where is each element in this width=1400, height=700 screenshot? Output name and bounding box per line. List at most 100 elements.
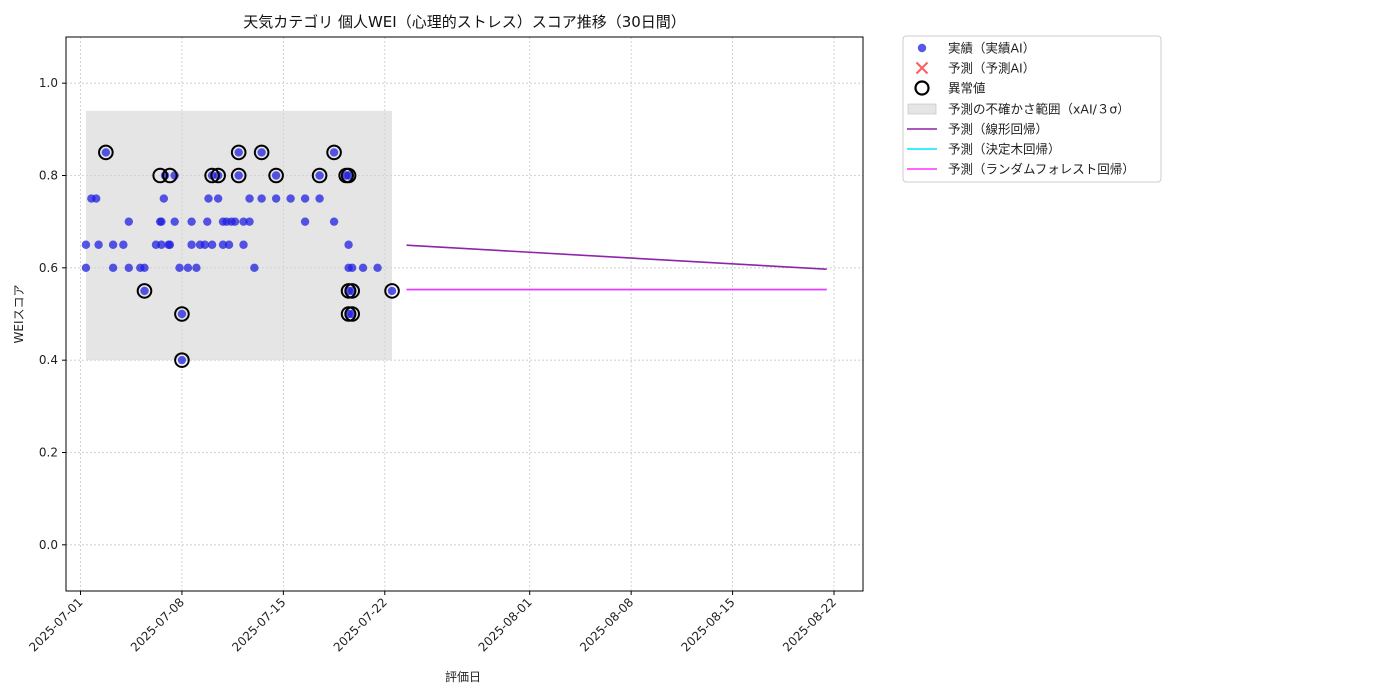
actual-point	[234, 148, 243, 157]
actual-point	[124, 217, 133, 226]
legend-label-linear: 予測（線形回帰）	[948, 122, 1048, 137]
legend-label-actual: 実績（実績AI）	[948, 41, 1035, 56]
anomaly-marker	[268, 167, 284, 184]
actual-point	[204, 194, 213, 203]
actual-point	[387, 286, 397, 296]
actual-point	[344, 240, 353, 249]
actual-point	[234, 171, 243, 180]
actual-point	[347, 263, 357, 273]
actual-point	[177, 309, 187, 319]
anomaly-marker	[230, 167, 247, 184]
actual-point	[218, 240, 228, 249]
actual-point	[203, 217, 212, 226]
actual-point	[245, 194, 254, 203]
y-axis-ticks: 0.0 0.2 0.4 0.6 0.8 1.0	[39, 76, 66, 552]
actual-point	[300, 194, 310, 203]
actual-point	[344, 171, 353, 180]
anomaly-marker	[344, 283, 360, 299]
x-tick-label: 2025-08-08	[577, 595, 636, 654]
actual-point	[271, 194, 281, 203]
actual-point	[358, 263, 368, 273]
legend-swatch-anomaly	[914, 80, 930, 96]
x-tick-label: 2025-07-15	[229, 595, 288, 654]
actual-point	[165, 240, 175, 249]
actual-point	[250, 263, 259, 273]
actual-point	[257, 194, 266, 203]
actual-point	[91, 194, 101, 203]
x-axis-ticks: 2025-07-01 2025-07-08 2025-07-15 2025-07-22…	[26, 591, 839, 654]
actual-point	[108, 263, 118, 273]
actual-point	[177, 355, 187, 365]
x-tick-label: 2025-08-22	[780, 595, 839, 654]
actual-point	[230, 217, 240, 226]
y-tick-label: 0.6	[39, 261, 58, 275]
anomaly-marker	[204, 167, 220, 184]
anomaly-marker	[326, 144, 342, 161]
anomaly-marker	[152, 167, 168, 184]
legend-swatch-forecast	[915, 61, 929, 75]
legend-swatch-band	[907, 103, 937, 115]
actual-point	[315, 194, 324, 203]
x-tick-label: 2025-07-08	[128, 595, 187, 654]
actual-point	[224, 240, 234, 249]
anomaly-marker	[384, 283, 400, 299]
y-tick-label: 0.0	[39, 538, 58, 552]
actual-point	[245, 217, 254, 226]
legend-label-anomaly: 異常値	[948, 81, 986, 96]
actual-point	[373, 263, 382, 273]
anomaly-marker	[253, 144, 270, 161]
actual-point	[200, 240, 210, 249]
actual-point	[140, 263, 149, 273]
y-axis-title: WEIスコア	[12, 285, 26, 344]
anomaly-points-layer	[98, 144, 400, 368]
actual-point	[108, 240, 118, 249]
actual-point	[101, 148, 111, 157]
anomaly-marker	[230, 144, 247, 161]
actual-point	[157, 217, 166, 226]
actual-point	[170, 217, 179, 226]
actual-point	[239, 217, 248, 226]
actual-point	[175, 263, 184, 273]
actual-point	[207, 240, 217, 249]
actual-point	[94, 240, 103, 249]
actual-point	[329, 217, 339, 226]
x-axis-title: 評価日	[445, 669, 481, 684]
actual-point	[271, 171, 281, 180]
actual-point	[286, 194, 295, 203]
anomaly-marker	[136, 283, 153, 299]
legend-label-forest: 予測（ランダムフォレスト回帰）	[948, 162, 1135, 177]
legend-label-forecast: 予測（予測AI）	[948, 61, 1035, 76]
anomaly-marker	[174, 306, 190, 322]
actual-point	[140, 286, 149, 296]
x-tick-label: 2025-07-22	[331, 595, 390, 654]
legend-label-band: 予測の不確かさ範囲（xAI/３σ）	[948, 102, 1130, 117]
actual-point	[183, 263, 193, 273]
x-tick-label: 2025-07-01	[26, 595, 85, 654]
legend-box	[902, 35, 1162, 183]
x-tick-label: 2025-08-01	[476, 595, 535, 654]
anomaly-marker	[98, 144, 114, 161]
actual-point	[81, 263, 91, 273]
forecast-lines-layer	[406, 244, 827, 291]
actual-point	[119, 240, 128, 249]
anomaly-marker	[344, 306, 360, 322]
actual-point	[300, 217, 310, 226]
y-tick-label: 1.0	[39, 76, 58, 90]
actual-points-layer	[81, 148, 397, 365]
anomaly-marker	[174, 352, 190, 368]
legend-swatch-actual	[917, 43, 927, 53]
actual-point	[315, 171, 324, 180]
actual-point	[159, 194, 169, 203]
x-tick-label: 2025-08-15	[678, 595, 737, 654]
actual-point	[192, 263, 201, 273]
actual-point	[81, 240, 91, 249]
actual-point	[239, 240, 248, 249]
anomaly-marker	[162, 167, 178, 184]
anomaly-marker	[311, 167, 328, 184]
y-tick-label: 0.4	[39, 353, 58, 367]
actual-point	[124, 263, 133, 273]
actual-point	[187, 217, 196, 226]
legend-label-tree: 予測（決定木回帰）	[948, 142, 1061, 157]
